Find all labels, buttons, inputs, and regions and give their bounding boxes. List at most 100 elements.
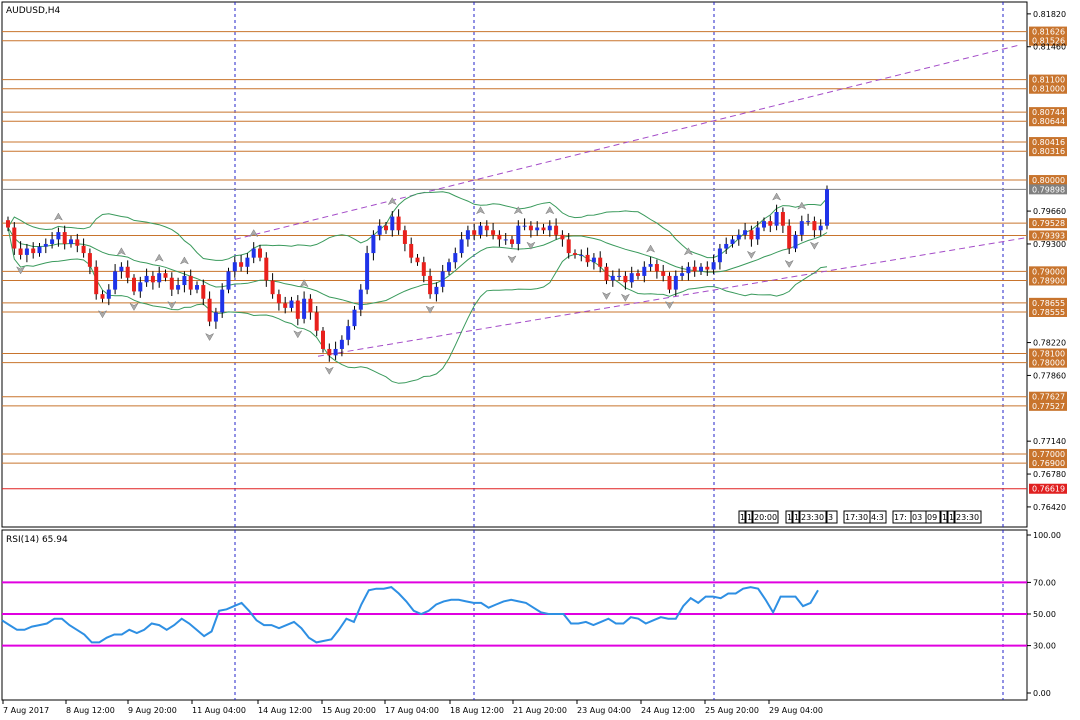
candle-body — [648, 264, 653, 267]
level-tag — [1029, 400, 1067, 411]
main-panel-frame — [1, 1, 1028, 528]
candle-body — [144, 275, 149, 283]
candle-body — [232, 262, 237, 272]
candle-body — [459, 239, 464, 254]
level-tag — [1029, 275, 1067, 286]
time-tick-label: 8 Aug 12:00 — [66, 706, 115, 715]
time-box-label: 03 — [912, 513, 922, 522]
candle-body — [717, 248, 722, 263]
fractal-up-arrow — [683, 247, 694, 256]
fractal-down-arrow — [129, 302, 139, 311]
rsi-indicator: 100.00 70.00 50.00 30.00 0.00 — [1, 531, 1061, 698]
fractal-arrows — [15, 192, 820, 375]
fractal-down-arrow — [15, 266, 26, 275]
level-label: 0.77000 — [1032, 450, 1065, 459]
candle-body — [125, 266, 130, 278]
level-tag — [1029, 116, 1067, 127]
level-tag — [1029, 35, 1067, 46]
candle-body — [510, 239, 514, 244]
candle-body — [207, 298, 212, 322]
price-tick-label: 0.78220 — [1033, 339, 1066, 348]
candle-body — [69, 239, 73, 244]
candle-body — [434, 286, 439, 295]
price-tick-label: 0.81820 — [1033, 10, 1066, 19]
candle-body — [119, 266, 124, 272]
current-price-label: 0.79898 — [1032, 185, 1065, 194]
candle-body — [352, 309, 357, 327]
candle-body — [774, 212, 779, 226]
candle-body — [522, 225, 527, 227]
level-label: 0.78555 — [1032, 308, 1065, 317]
level-label: 0.81526 — [1032, 37, 1065, 46]
fractal-down-arrow — [664, 300, 675, 310]
fractal-down-arrow — [425, 305, 435, 314]
candle-body — [276, 294, 281, 304]
candle-body — [188, 275, 193, 290]
time-box-label: 1 — [787, 513, 792, 522]
candle-body — [321, 330, 325, 349]
fractal-up-arrow — [249, 229, 259, 238]
level-label: 0.77627 — [1032, 393, 1065, 402]
candle-body — [87, 253, 92, 267]
candle-body — [50, 239, 55, 244]
candle-body — [12, 227, 17, 249]
candle-body — [673, 275, 678, 290]
candle-body — [251, 248, 256, 258]
rsi-tick-label: 0.00 — [1033, 689, 1051, 698]
candle-body — [699, 266, 703, 272]
candle-body — [484, 225, 489, 231]
level-label: 0.78000 — [1032, 359, 1065, 368]
candle-body — [711, 262, 716, 270]
fractal-up-arrow — [116, 247, 127, 256]
candle-body — [106, 289, 111, 299]
level-tag — [1029, 218, 1067, 229]
fractal-down-arrow — [601, 291, 612, 300]
candle-body — [239, 262, 244, 267]
fractal-up-arrow — [645, 244, 656, 253]
time-box — [745, 510, 753, 524]
rsi-tick-label: 30.00 — [1033, 642, 1056, 651]
time-tick-label: 21 Aug 20:00 — [513, 706, 567, 715]
current-price-tag — [1029, 184, 1067, 195]
candle-body — [327, 348, 332, 356]
candle-body — [667, 275, 672, 290]
candle-body — [100, 294, 105, 299]
fractal-up-arrow — [154, 253, 164, 262]
rsi-line — [1, 586, 819, 644]
price-tick-label: 0.77860 — [1033, 371, 1066, 380]
candle-body — [220, 289, 225, 313]
candle-body — [465, 230, 470, 240]
rsi-tick-label: 100.00 — [1033, 531, 1061, 540]
time-tick-label: 15 Aug 20:00 — [322, 706, 376, 715]
level-label: 0.77527 — [1032, 402, 1065, 411]
candle-body — [415, 257, 420, 263]
time-tick-label: 17 Aug 04:00 — [385, 706, 439, 715]
candle-body — [585, 254, 590, 263]
candle-body — [516, 225, 521, 244]
candle-body — [528, 225, 533, 231]
time-box — [785, 510, 793, 524]
candle-body — [447, 262, 451, 272]
candle-body — [793, 234, 798, 249]
candle-body — [365, 253, 370, 290]
level-label: 0.78100 — [1032, 350, 1065, 359]
fractal-up-arrow — [299, 279, 309, 288]
time-box — [869, 510, 887, 524]
band-middle — [7, 227, 828, 306]
fractal-down-arrow — [507, 255, 517, 264]
level-tag — [1029, 458, 1067, 469]
candle-body — [396, 216, 401, 231]
time-tick-label: 18 Aug 12:00 — [450, 706, 504, 715]
candle-body — [661, 271, 666, 276]
candle-body — [18, 248, 23, 255]
candle-body — [472, 230, 477, 235]
symbol-title: AUDUSD,H4 — [6, 6, 61, 16]
candle-body — [302, 298, 307, 319]
candle-body — [138, 282, 143, 292]
level-tag — [1029, 26, 1067, 37]
time-box-label: 1 — [949, 513, 954, 522]
rsi-tick-label: 70.00 — [1033, 578, 1056, 587]
time-box-label: 23:30 — [801, 513, 824, 522]
